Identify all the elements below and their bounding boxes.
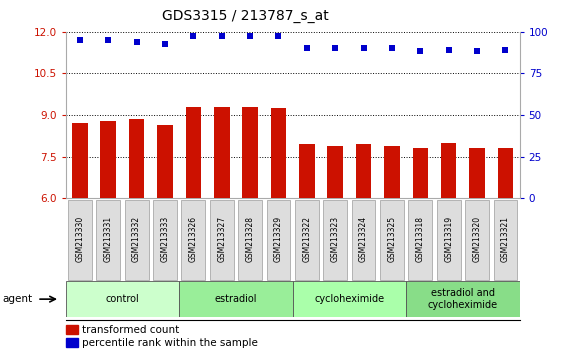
Text: estradiol and
cycloheximide: estradiol and cycloheximide xyxy=(428,288,498,310)
Text: percentile rank within the sample: percentile rank within the sample xyxy=(82,338,258,348)
Bar xyxy=(157,125,173,198)
Bar xyxy=(72,124,88,198)
Point xyxy=(387,46,396,51)
Text: GSM213319: GSM213319 xyxy=(444,216,453,262)
Bar xyxy=(129,119,144,198)
Bar xyxy=(497,148,513,198)
Bar xyxy=(214,107,230,198)
Point xyxy=(246,33,255,39)
Text: GSM213331: GSM213331 xyxy=(104,216,112,262)
Text: agent: agent xyxy=(3,294,33,304)
Text: GDS3315 / 213787_s_at: GDS3315 / 213787_s_at xyxy=(162,9,329,23)
FancyBboxPatch shape xyxy=(179,281,293,317)
Point xyxy=(104,38,113,43)
Text: GSM213323: GSM213323 xyxy=(331,216,340,262)
Point xyxy=(160,41,170,47)
Point xyxy=(189,33,198,39)
Point xyxy=(472,48,481,54)
Point xyxy=(274,33,283,39)
Bar xyxy=(299,144,315,198)
FancyBboxPatch shape xyxy=(293,281,406,317)
Bar xyxy=(441,143,456,198)
Bar xyxy=(327,145,343,198)
Text: GSM213330: GSM213330 xyxy=(75,216,85,262)
Text: GSM213324: GSM213324 xyxy=(359,216,368,262)
Point xyxy=(132,39,141,44)
Bar xyxy=(356,144,371,198)
Bar xyxy=(271,108,286,198)
Text: GSM213318: GSM213318 xyxy=(416,216,425,262)
Bar xyxy=(242,107,258,198)
FancyBboxPatch shape xyxy=(66,281,179,317)
Text: GSM213333: GSM213333 xyxy=(160,216,170,262)
Text: GSM213325: GSM213325 xyxy=(388,216,396,262)
Text: GSM213332: GSM213332 xyxy=(132,216,141,262)
Text: GSM213321: GSM213321 xyxy=(501,216,510,262)
Bar xyxy=(412,148,428,198)
Text: transformed count: transformed count xyxy=(82,325,179,335)
Point xyxy=(444,47,453,53)
Point xyxy=(75,38,85,43)
Point xyxy=(331,46,340,51)
Point xyxy=(501,47,510,53)
Text: cycloheximide: cycloheximide xyxy=(314,294,384,304)
Text: GSM213322: GSM213322 xyxy=(302,216,311,262)
Text: GSM213329: GSM213329 xyxy=(274,216,283,262)
Bar xyxy=(469,148,485,198)
FancyBboxPatch shape xyxy=(406,281,520,317)
Point xyxy=(416,48,425,54)
Bar xyxy=(384,145,400,198)
Text: estradiol: estradiol xyxy=(215,294,257,304)
Text: GSM213326: GSM213326 xyxy=(189,216,198,262)
Point xyxy=(359,46,368,51)
Text: GSM213320: GSM213320 xyxy=(473,216,481,262)
Point xyxy=(302,46,311,51)
Point xyxy=(217,33,226,39)
Text: GSM213328: GSM213328 xyxy=(246,216,255,262)
Bar xyxy=(186,107,201,198)
Text: control: control xyxy=(106,294,139,304)
Text: GSM213327: GSM213327 xyxy=(217,216,226,262)
Bar xyxy=(100,121,116,198)
